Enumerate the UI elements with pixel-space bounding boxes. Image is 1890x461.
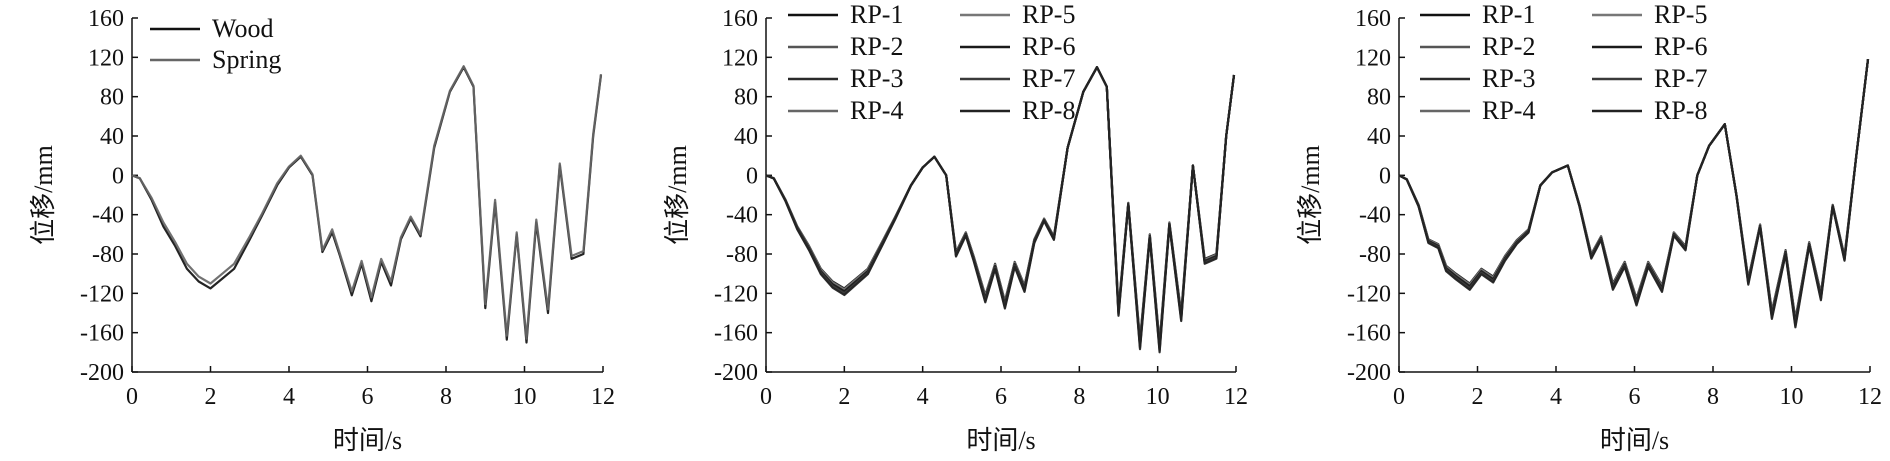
y-tick-label: -120 [714,281,758,307]
legend-label: RP-8 [1022,96,1075,125]
x-tick-label: 2 [838,384,850,410]
y-tick-label: 160 [88,6,124,32]
y-tick-label: -200 [1347,360,1391,386]
legend-label: RP-5 [1654,0,1707,29]
y-tick-label: -200 [80,360,124,386]
legend-label: RP-6 [1022,32,1075,61]
x-tick-label: 4 [1550,384,1562,410]
y-tick-label: -80 [92,242,124,268]
x-tick-label: 0 [760,384,772,410]
x-tick-label: 4 [283,384,295,410]
x-tick-label: 10 [513,384,537,410]
y-tick-label: 80 [1367,85,1391,111]
x-tick-label: 2 [205,384,217,410]
legend-label: RP-7 [1654,64,1707,93]
x-tick-label: 12 [1858,384,1882,410]
x-tick-label: 0 [126,384,138,410]
x-tick-label: 4 [917,384,929,410]
legend-label: RP-6 [1654,32,1707,61]
series-line-rp-8 [1398,59,1870,329]
x-tick-label: 12 [1224,384,1248,410]
y-tick-label: -120 [80,281,124,307]
y-tick-label: -200 [714,360,758,386]
y-tick-label: 0 [746,163,758,189]
y-axis-title: 位移/mm [1296,145,1325,245]
x-tick-label: 8 [440,384,452,410]
legend-label: RP-1 [1482,0,1535,29]
y-tick-label: 160 [1355,6,1391,32]
x-tick-label: 10 [1146,384,1170,410]
x-axis-title: 时间/s [966,426,1035,455]
legend: RP-1 RP-2 RP-3 RP-4 RP-5 RP-6 RP-7 RP-8 [1420,0,1707,125]
x-tick-label: 2 [1472,384,1484,410]
y-tick-label: 80 [100,85,124,111]
y-tick-label: -160 [80,321,124,347]
x-axis-title: 时间/s [1600,426,1669,455]
x-tick-label: 0 [1393,384,1405,410]
series-line-rp-8 [765,66,1236,354]
y-tick-label: 120 [722,45,758,71]
legend-label: RP-1 [850,0,903,29]
y-tick-label: 120 [88,45,124,71]
y-tick-label: 80 [734,85,758,111]
y-tick-label: -40 [92,203,124,229]
legend-label: RP-4 [1482,96,1535,125]
series-line-rp-1 [1398,59,1870,320]
y-tick-label: 40 [1367,124,1391,150]
x-tick-label: 8 [1073,384,1085,410]
y-tick-label: 120 [1355,45,1391,71]
legend-label: RP-2 [850,32,903,61]
x-tick-label: 6 [362,384,374,410]
series-line-rp-5 [1398,59,1870,322]
y-tick-label: -40 [1359,203,1391,229]
legend-label: RP-3 [850,64,903,93]
x-tick-label: 8 [1707,384,1719,410]
series-line-wood [131,66,603,344]
y-tick-label: -80 [726,242,758,268]
x-tick-label: 6 [995,384,1007,410]
legend: RP-1 RP-2 RP-3 RP-4 RP-5 RP-6 RP-7 RP-8 [788,0,1075,125]
y-tick-label: -160 [714,321,758,347]
legend-label: RP-3 [1482,64,1535,93]
y-tick-label: -80 [1359,242,1391,268]
legend-label: Spring [212,45,281,74]
x-tick-label: 10 [1780,384,1804,410]
y-tick-label: 40 [100,124,124,150]
y-tick-label: 40 [734,124,758,150]
x-axis-title: 时间/s [333,426,402,455]
y-tick-label: -40 [726,203,758,229]
x-tick-label: 12 [591,384,615,410]
legend-label: RP-7 [1022,64,1075,93]
legend-label: RP-4 [850,96,903,125]
legend-label: RP-2 [1482,32,1535,61]
legend-label: Wood [212,14,273,43]
y-tick-label: 0 [1379,163,1391,189]
chart-panel-rp-right: -200 -160 -120 -80 -40 0 40 80 120 160 0 2 4 6 8 10 12 时间… [1296,0,1882,455]
legend-label: RP-8 [1654,96,1707,125]
y-axis-title: 位移/mm [29,145,58,245]
y-tick-label: -160 [1347,321,1391,347]
series-line-spring [131,65,603,340]
y-axis-title: 位移/mm [663,145,692,245]
chart-panel-wood-spring: -200 -160 -120 -80 -40 0 40 80 120 160 0 2 4 6 8 10 12 时间… [29,6,615,455]
y-tick-label: 160 [722,6,758,32]
x-tick-label: 6 [1629,384,1641,410]
chart-panel-rp-mid: -200 -160 -120 -80 -40 0 40 80 120 160 0 2 4 6 8 10 12 时间… [663,0,1248,455]
y-tick-label: 0 [112,163,124,189]
y-tick-label: -120 [1347,281,1391,307]
legend-label: RP-5 [1022,0,1075,29]
